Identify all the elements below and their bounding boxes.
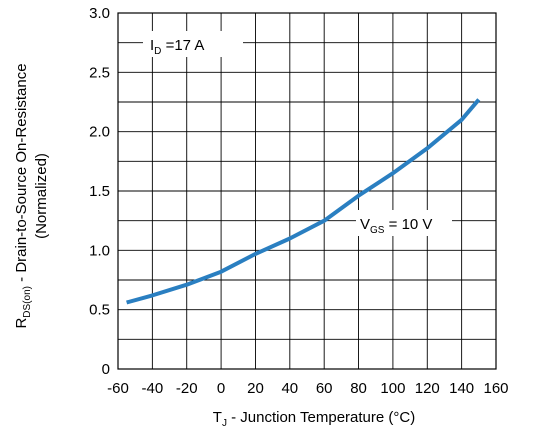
id-annotation: ID =17 A (150, 37, 204, 57)
x-tick-label: 0 (217, 380, 225, 397)
x-tick-labels: -60 -40 -20 0 20 40 60 80 100 120 140 160 (107, 380, 508, 397)
y-axis-title-line2: (Normalized) (33, 153, 50, 239)
x-axis-title-sub: J (222, 418, 227, 429)
x-tick-label: 20 (247, 380, 264, 397)
x-tick-label: 140 (449, 380, 474, 397)
vgs-annotation: VGS = 10 V (360, 216, 432, 236)
y-tick-label: 1.0 (89, 242, 110, 259)
y-axis-title-sub: DS(on) (22, 286, 33, 318)
x-tick-label: -40 (142, 380, 164, 397)
y-tick-label: 3.0 (89, 5, 110, 22)
y-tick-label: 1.5 (89, 183, 110, 200)
x-tick-label: 120 (415, 380, 440, 397)
id-annotation-sub: D (154, 46, 161, 57)
vgs-annotation-rest: = 10 V (384, 216, 432, 233)
id-annotation-bg (143, 31, 243, 57)
id-annotation-rest: =17 A (161, 37, 204, 54)
grid (118, 13, 496, 369)
y-axis-title: RDS(on) - Drain-to-Source On-Resistance … (13, 63, 50, 328)
x-tick-label: 60 (316, 380, 333, 397)
x-axis-title-main: T (213, 409, 222, 426)
y-tick-label: 0.5 (89, 302, 110, 319)
x-axis-title-rest: - Junction Temperature (°C) (227, 409, 415, 426)
plot-frame (117, 12, 497, 370)
id-annotation-main: I (150, 37, 154, 54)
y-axis-title-line1: RDS(on) - Drain-to-Source On-Resistance (13, 63, 33, 328)
x-tick-label: 160 (483, 380, 508, 397)
x-axis-title: TJ - Junction Temperature (°C) (213, 409, 415, 429)
x-tick-label: 80 (350, 380, 367, 397)
x-tick-label: -60 (107, 380, 129, 397)
y-tick-label: 0 (102, 361, 110, 378)
y-tick-label: 2.5 (89, 64, 110, 81)
vgs-annotation-main: V (360, 216, 370, 233)
y-axis-title-main: R (13, 318, 30, 329)
y-tick-labels: 0 0.5 1.0 1.5 2.0 2.5 3.0 (89, 5, 110, 378)
series-layer (126, 98, 481, 305)
vgs-annotation-sub: GS (370, 225, 385, 236)
y-axis-title-rest: - Drain-to-Source On-Resistance (13, 63, 30, 286)
vgs-annotation-bg (356, 210, 452, 236)
x-tick-label: -20 (176, 380, 198, 397)
y-tick-label: 2.0 (89, 124, 110, 141)
x-tick-label: 100 (380, 380, 405, 397)
x-tick-label: 40 (281, 380, 298, 397)
series-line (126, 98, 481, 305)
